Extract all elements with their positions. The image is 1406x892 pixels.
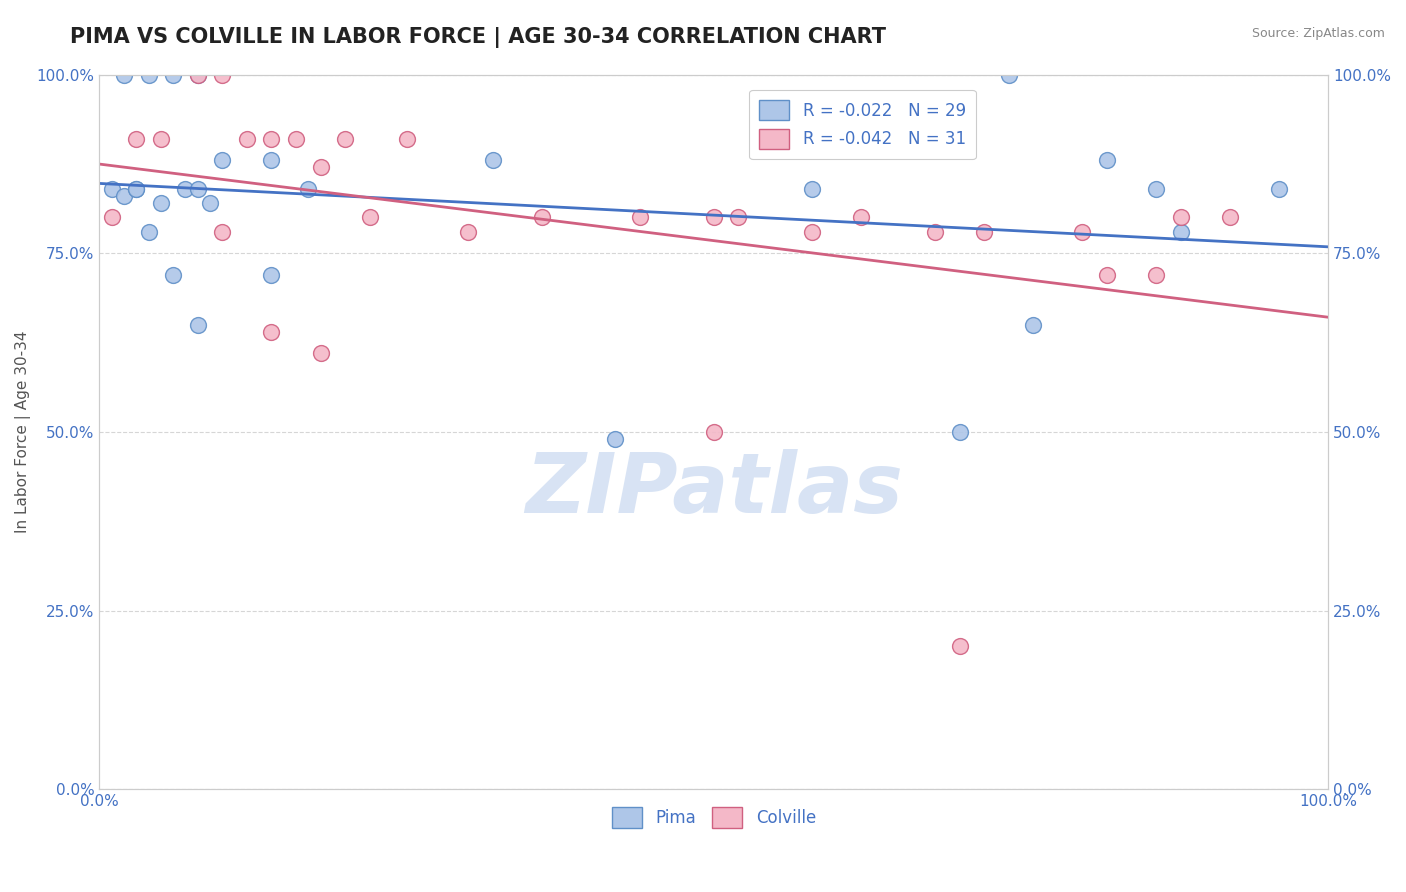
Point xyxy=(948,640,970,654)
Point xyxy=(125,182,148,196)
Point xyxy=(727,211,749,225)
Point xyxy=(801,182,824,196)
Text: ZIPatlas: ZIPatlas xyxy=(524,449,903,530)
Point xyxy=(1144,268,1167,282)
Point xyxy=(605,432,627,446)
Point xyxy=(236,132,259,146)
Point xyxy=(198,196,221,211)
Point xyxy=(260,132,283,146)
Legend: Pima, Colville: Pima, Colville xyxy=(605,801,823,835)
Y-axis label: In Labor Force | Age 30-34: In Labor Force | Age 30-34 xyxy=(15,331,31,533)
Point xyxy=(530,211,553,225)
Point xyxy=(162,268,184,282)
Point xyxy=(149,132,172,146)
Point xyxy=(333,132,356,146)
Point xyxy=(297,182,319,196)
Point xyxy=(1144,182,1167,196)
Point xyxy=(174,182,197,196)
Point xyxy=(187,182,209,196)
Point xyxy=(1170,211,1192,225)
Point xyxy=(211,153,233,168)
Point xyxy=(138,68,160,82)
Point xyxy=(260,268,283,282)
Point xyxy=(285,132,308,146)
Point xyxy=(801,225,824,239)
Point xyxy=(1095,153,1118,168)
Point xyxy=(187,68,209,82)
Point xyxy=(948,425,970,439)
Point xyxy=(309,161,332,175)
Point xyxy=(924,225,946,239)
Point xyxy=(100,211,122,225)
Point xyxy=(260,153,283,168)
Point xyxy=(260,325,283,339)
Point xyxy=(100,182,122,196)
Point xyxy=(211,225,233,239)
Point xyxy=(1170,225,1192,239)
Point xyxy=(138,225,160,239)
Point xyxy=(703,425,725,439)
Point xyxy=(628,211,651,225)
Point xyxy=(851,211,873,225)
Point xyxy=(162,68,184,82)
Point xyxy=(973,225,995,239)
Point xyxy=(149,196,172,211)
Point xyxy=(112,189,135,203)
Point xyxy=(703,211,725,225)
Point xyxy=(359,211,381,225)
Point xyxy=(1219,211,1241,225)
Point xyxy=(187,68,209,82)
Point xyxy=(125,182,148,196)
Point xyxy=(187,318,209,332)
Point xyxy=(395,132,418,146)
Point xyxy=(1071,225,1094,239)
Point xyxy=(1095,268,1118,282)
Point xyxy=(125,132,148,146)
Point xyxy=(1268,182,1291,196)
Point xyxy=(457,225,479,239)
Text: PIMA VS COLVILLE IN LABOR FORCE | AGE 30-34 CORRELATION CHART: PIMA VS COLVILLE IN LABOR FORCE | AGE 30… xyxy=(70,27,886,48)
Point xyxy=(481,153,503,168)
Text: Source: ZipAtlas.com: Source: ZipAtlas.com xyxy=(1251,27,1385,40)
Point xyxy=(112,68,135,82)
Point xyxy=(309,346,332,360)
Point xyxy=(1022,318,1045,332)
Point xyxy=(997,68,1019,82)
Point xyxy=(211,68,233,82)
